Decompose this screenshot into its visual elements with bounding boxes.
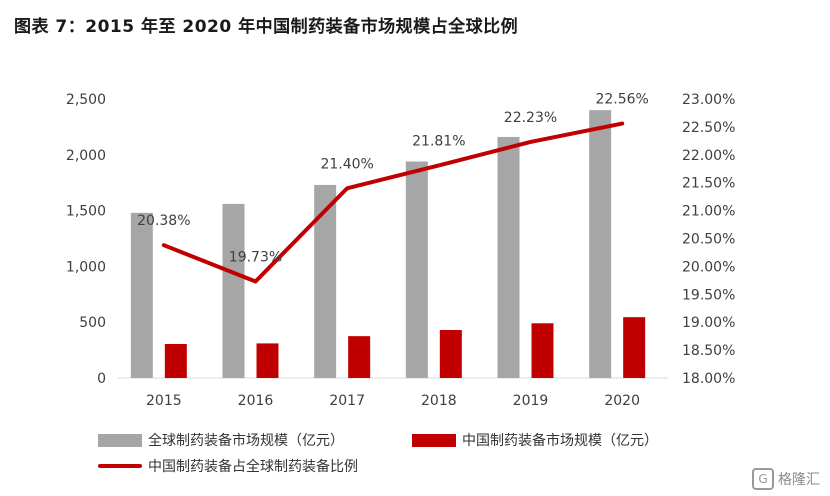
y-right-tick-label: 18.50% [682,343,735,359]
legend-label-china: 中国制药装备市场规模（亿元） [462,433,658,449]
bar-china-2016 [256,343,279,378]
legend-swatch-china [412,433,456,447]
y-left-tick-label: 0 [97,371,106,387]
x-tick-label: 2017 [329,393,365,409]
legend-label-ratio: 中国制药装备占全球制药装备比例 [148,459,358,475]
x-tick-label: 2020 [604,393,640,409]
ratio-data-label: 19.73% [229,249,282,265]
y-right-tick-label: 23.00% [682,92,735,108]
watermark-text: 格隆汇 [778,472,820,488]
y-right-tick-label: 21.00% [682,204,735,220]
x-tick-label: 2019 [513,393,549,409]
ratio-data-label: 20.38% [137,213,190,229]
ratio-data-label: 22.23% [504,110,557,126]
y-left-tick-label: 2,500 [66,92,106,108]
x-tick-label: 2016 [238,393,274,409]
y-right-tick-label: 19.50% [682,287,735,303]
y-left-tick-label: 1,500 [66,204,106,220]
watermark-logo-icon: G [752,468,774,490]
legend-china: 中国制药装备市场规模（亿元） [412,430,658,450]
legend-ratio: 中国制药装备占全球制药装备比例 [98,456,358,476]
chart-title: 图表 7：2015 年至 2020 年中国制药装备市场规模占全球比例 [14,17,519,37]
bar-china-2020 [623,317,646,378]
bar-global-2015 [130,212,153,378]
x-tick-label: 2018 [421,393,457,409]
y-left-tick-label: 1,000 [66,259,106,275]
y-right-tick-label: 21.50% [682,176,735,192]
y-right-tick-label: 22.00% [682,148,735,164]
bar-china-2015 [164,343,187,378]
y-right-tick-label: 22.50% [682,120,735,136]
ratio-data-label: 21.40% [320,156,373,172]
legend-global: 全球制药装备市场规模（亿元） [98,430,344,450]
bar-global-2018 [405,161,428,378]
legend-swatch-ratio [98,464,142,468]
ratio-data-label: 21.81% [412,133,465,149]
bar-global-2016 [222,203,245,378]
legend-swatch-global [98,433,142,447]
y-left-tick-label: 2,000 [66,148,106,164]
y-right-tick-label: 19.00% [682,315,735,331]
x-tick-label: 2015 [146,393,182,409]
bar-global-2019 [497,136,520,378]
bar-global-2017 [314,184,337,378]
bar-china-2019 [531,323,554,378]
legend-label-global: 全球制药装备市场规模（亿元） [148,433,344,449]
watermark: G 格隆汇 [752,468,820,490]
ratio-data-label: 22.56% [595,92,648,108]
y-right-tick-label: 20.00% [682,259,735,275]
bar-global-2020 [589,110,612,378]
y-right-tick-label: 18.00% [682,371,735,387]
bar-china-2017 [348,336,371,378]
ratio-line [161,121,625,284]
y-right-tick-label: 20.50% [682,232,735,248]
y-left-tick-label: 500 [79,315,106,331]
bar-china-2018 [439,330,462,378]
